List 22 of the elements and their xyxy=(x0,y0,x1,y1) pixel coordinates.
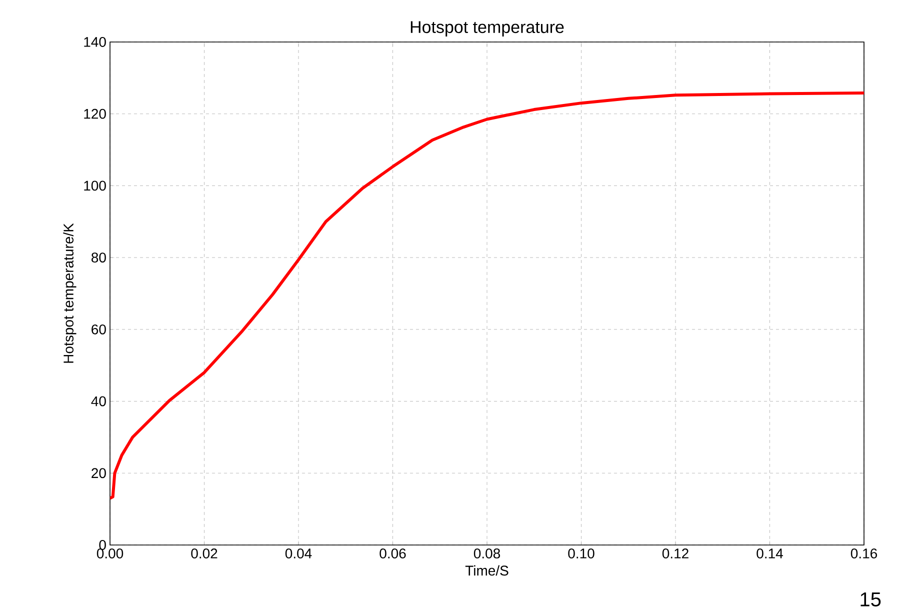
x-tick-label: 0.00 xyxy=(96,548,124,558)
text: 15 xyxy=(860,592,881,606)
x-tick-label: 0.16 xyxy=(850,548,877,558)
chart-title: Hotspot temperature xyxy=(410,21,564,36)
x-tick-label: 0.06 xyxy=(380,548,406,558)
x-tick-label: 0.12 xyxy=(662,548,688,558)
y-tick-label: 0 xyxy=(99,540,106,550)
y-tick-label: 80 xyxy=(92,252,106,263)
y-tick-label: 140 xyxy=(84,37,106,47)
x-tick-label: 0.10 xyxy=(568,548,594,558)
y-tick-label: 40 xyxy=(91,396,106,406)
x-tick-label: 0.04 xyxy=(285,548,312,558)
y-tick-label: 20 xyxy=(92,468,106,478)
y-tick-label: 60 xyxy=(92,324,106,334)
y-tick-label: 100 xyxy=(84,180,106,191)
y-axis-title: Hotspot temperature/K xyxy=(63,223,76,363)
x-axis-title: Time/S xyxy=(465,565,508,576)
x-tick-label: 0.02 xyxy=(191,548,218,558)
line-series xyxy=(110,92,864,500)
x-tick-label: 0.14 xyxy=(756,548,783,558)
x-tick-label: 0.08 xyxy=(474,548,500,558)
y-tick-label: 120 xyxy=(84,108,106,119)
